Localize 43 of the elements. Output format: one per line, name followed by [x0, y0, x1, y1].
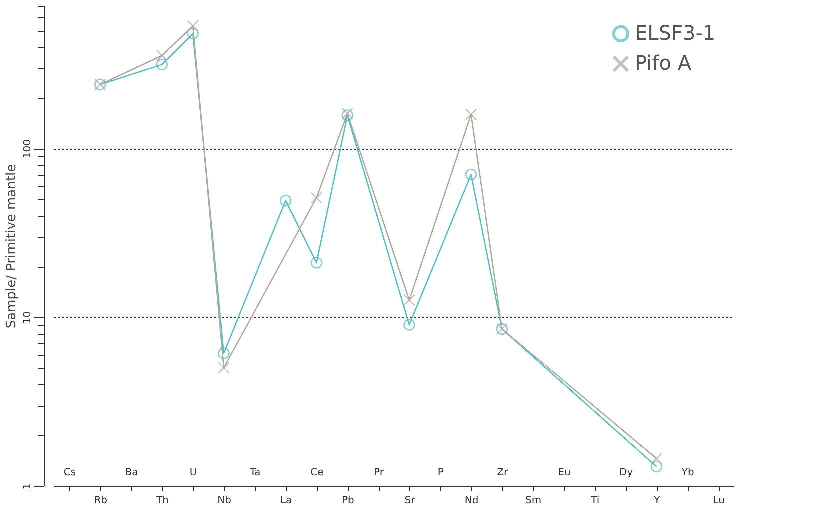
point [187, 28, 199, 40]
x-tick-label: Eu [558, 468, 571, 478]
point [650, 452, 663, 465]
x-tick-label: Dy [620, 468, 634, 478]
point [310, 257, 323, 269]
x-tick-label: Th [155, 496, 169, 506]
point [156, 50, 168, 62]
x-tick-label: Zr [497, 468, 510, 478]
y-tick-label: 100 [22, 140, 34, 159]
point [465, 168, 478, 181]
point [404, 294, 416, 306]
y-tick-label: 10 [22, 311, 34, 324]
point [187, 20, 199, 32]
x-tick-label: Sm [526, 496, 542, 506]
x-tick-label: Ce [310, 468, 324, 478]
legend-label: ELSF3-1 [635, 21, 716, 45]
x-tick-label: Pr [374, 468, 385, 478]
point [218, 348, 230, 360]
point [280, 194, 292, 207]
x-tick-label: Lu [713, 496, 725, 506]
point [310, 192, 323, 204]
x-tick-label: Y [653, 496, 662, 506]
x-tick-label: Ba [125, 468, 138, 478]
x-tick-label: Yb [680, 468, 694, 478]
x-tick-label: Nb [218, 496, 232, 506]
x-tick-label: Cs [64, 468, 76, 478]
point [156, 58, 168, 71]
legend-label: Pifo A [635, 51, 692, 75]
point [218, 362, 230, 374]
x-tick-label: Ti [590, 496, 600, 506]
y-axis-title: Sample/ Primitive mantle [4, 164, 20, 329]
x-tick-label: Ta [249, 468, 261, 478]
x-tick-label: Rb [94, 496, 108, 506]
point [465, 108, 478, 120]
point [650, 460, 663, 473]
x-tick-label: Pb [342, 496, 354, 506]
x-tick-label: U [190, 468, 198, 478]
x-tick-label: Nd [464, 496, 479, 506]
x-tick-label: P [438, 468, 444, 478]
x-tick-label: Sr [404, 496, 416, 506]
y-tick-label: 1 [22, 483, 34, 490]
point [404, 319, 416, 331]
x-tick-label: La [280, 496, 292, 506]
